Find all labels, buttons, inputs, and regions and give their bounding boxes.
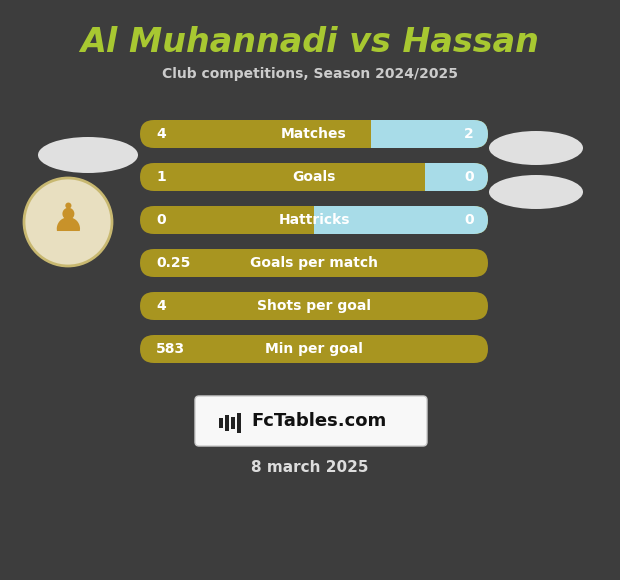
FancyBboxPatch shape [371,120,399,148]
Text: FcTables.com: FcTables.com [251,412,387,430]
FancyBboxPatch shape [140,335,488,363]
Ellipse shape [489,175,583,209]
Text: 4: 4 [156,127,166,141]
Text: Al Muhannadi vs Hassan: Al Muhannadi vs Hassan [81,26,539,59]
Text: Min per goal: Min per goal [265,342,363,356]
Text: 583: 583 [156,342,185,356]
Text: 0: 0 [156,213,166,227]
FancyBboxPatch shape [314,206,342,234]
FancyBboxPatch shape [314,206,488,234]
Ellipse shape [38,137,138,173]
Text: 0.25: 0.25 [156,256,190,270]
FancyBboxPatch shape [140,120,488,148]
FancyBboxPatch shape [425,163,488,191]
Text: 4: 4 [156,299,166,313]
Text: 8 march 2025: 8 march 2025 [251,461,369,476]
Text: Goals per match: Goals per match [250,256,378,270]
FancyBboxPatch shape [140,249,488,277]
Text: 2: 2 [464,127,474,141]
FancyBboxPatch shape [219,418,223,428]
Text: Shots per goal: Shots per goal [257,299,371,313]
Circle shape [24,178,112,266]
Text: Hattricks: Hattricks [278,213,350,227]
FancyBboxPatch shape [140,206,488,234]
Text: Matches: Matches [281,127,347,141]
Text: 0: 0 [464,213,474,227]
FancyBboxPatch shape [371,120,488,148]
FancyBboxPatch shape [140,163,488,191]
FancyBboxPatch shape [237,413,241,433]
FancyBboxPatch shape [225,415,229,431]
Ellipse shape [489,131,583,165]
FancyBboxPatch shape [425,163,453,191]
Text: Club competitions, Season 2024/2025: Club competitions, Season 2024/2025 [162,67,458,81]
FancyBboxPatch shape [140,292,488,320]
Text: 1: 1 [156,170,166,184]
FancyBboxPatch shape [195,396,427,446]
Text: ♟: ♟ [51,201,86,239]
Text: Goals: Goals [292,170,335,184]
Text: 0: 0 [464,170,474,184]
FancyBboxPatch shape [231,417,235,429]
